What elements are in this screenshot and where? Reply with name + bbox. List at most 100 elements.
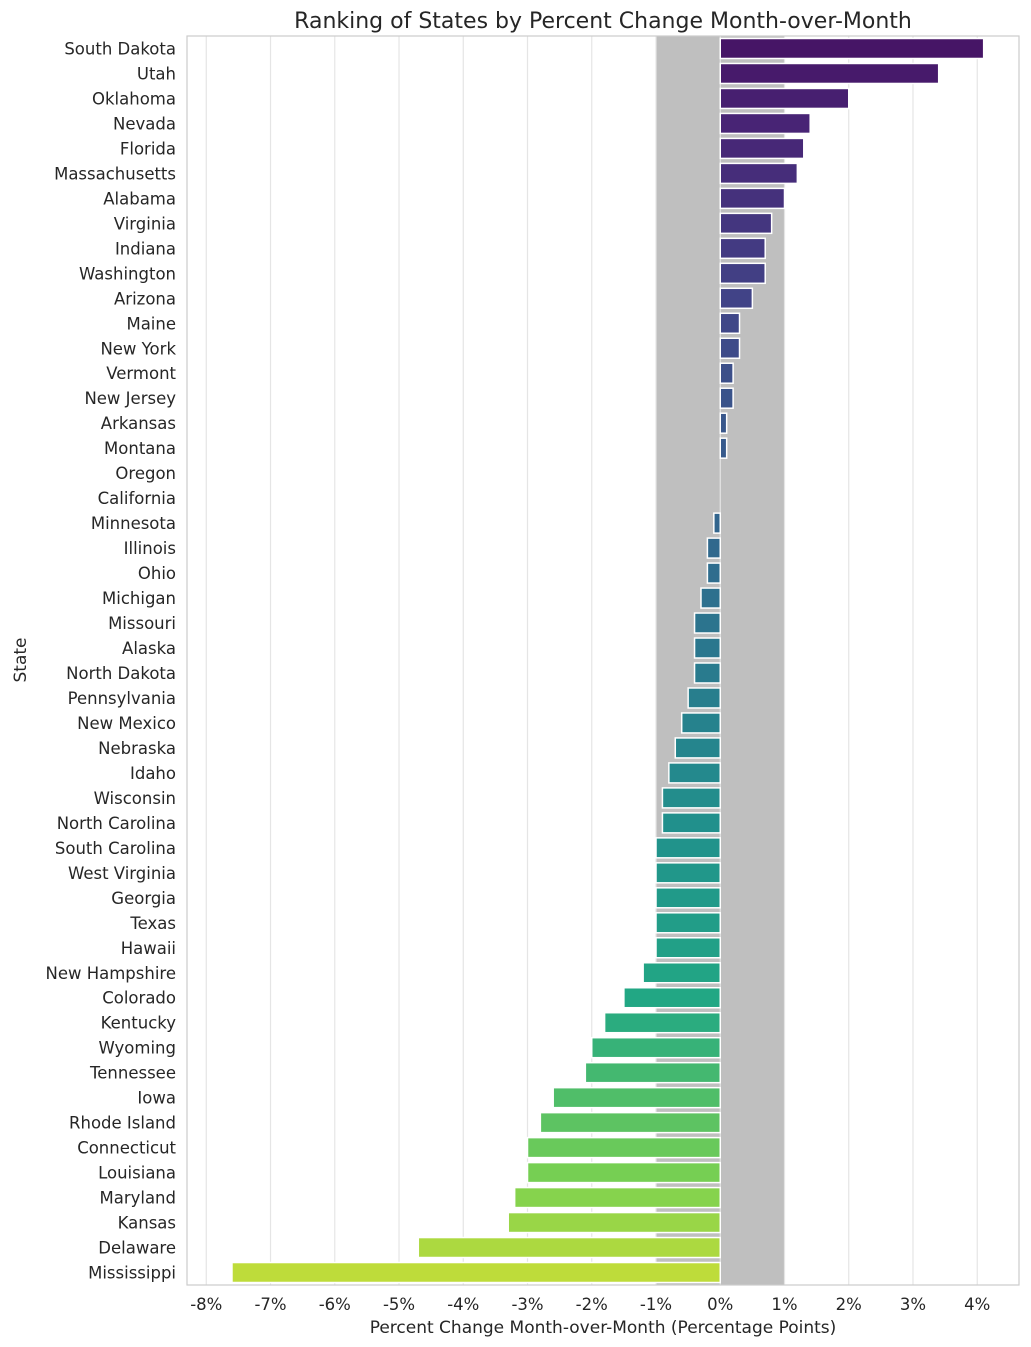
bar [706, 537, 722, 559]
y-tick-label: Virginia [114, 214, 176, 233]
y-tick-label: Wyoming [99, 1039, 176, 1058]
bar [719, 437, 728, 459]
bar [674, 737, 722, 759]
y-tick-label: Nevada [113, 114, 176, 133]
x-tick-label: -7% [254, 1295, 286, 1314]
y-tick-label: Montana [104, 439, 176, 458]
plot-frame [186, 35, 1020, 1286]
bar [623, 986, 722, 1009]
bar [719, 212, 773, 235]
bar [680, 712, 722, 734]
bar [513, 1186, 722, 1209]
y-tick-label: Kansas [118, 1214, 176, 1233]
y-tick-label: Kentucky [101, 1014, 177, 1033]
y-tick-label: Oregon [115, 464, 176, 483]
bar [526, 1136, 722, 1159]
y-tick-label: Florida [120, 139, 176, 158]
bar [584, 1061, 722, 1084]
y-tick-label: Mississippi [88, 1264, 176, 1283]
y-tick-label: Idaho [130, 764, 176, 783]
y-tick-label: Arizona [114, 289, 176, 308]
y-tick-label: Massachusetts [54, 164, 176, 183]
bar [655, 862, 722, 884]
bar [713, 512, 722, 534]
y-axis-label: State [11, 638, 31, 683]
y-tick-label: South Carolina [55, 839, 176, 858]
bar [661, 787, 722, 809]
x-tick-label: 0% [707, 1295, 733, 1314]
x-tick-label: -3% [511, 1295, 543, 1314]
bar [507, 1211, 722, 1234]
x-axis-label: Percent Change Month-over-Month (Percent… [370, 1318, 837, 1338]
bar [655, 887, 722, 909]
bar [693, 662, 722, 684]
y-tick-label: Indiana [115, 239, 176, 258]
y-tick-label: Delaware [98, 1239, 176, 1258]
y-tick-label: Connecticut [77, 1139, 176, 1158]
x-tick-label: 4% [964, 1295, 990, 1314]
bars-group [231, 37, 985, 1284]
y-tick-label: Nebraska [98, 739, 176, 758]
bar [591, 1036, 722, 1059]
bar [719, 162, 799, 185]
bar [417, 1236, 722, 1259]
bar [706, 562, 722, 584]
x-tick-label: -2% [576, 1295, 608, 1314]
y-tick-label: New Mexico [77, 714, 176, 733]
y-tick-label: Iowa [137, 1089, 176, 1108]
chart-title: Ranking of States by Percent Change Mont… [294, 9, 912, 34]
bar [668, 762, 722, 784]
bar [603, 1011, 722, 1034]
y-tick-labels: South Dakota Utah Oklahoma Nevada Florida Mas… [45, 39, 176, 1282]
y-tick-label: Michigan [102, 589, 176, 608]
bar [719, 237, 766, 260]
bar [231, 1261, 722, 1284]
y-tick-label: Ohio [138, 564, 176, 583]
y-tick-label: Washington [79, 264, 176, 283]
x-tick-label: -8% [190, 1295, 222, 1314]
y-tick-label: Rhode Island [69, 1114, 176, 1133]
bar [687, 687, 722, 709]
bar [719, 412, 728, 434]
bar [719, 387, 734, 409]
bar [719, 262, 766, 285]
x-tick-label: -1% [640, 1295, 672, 1314]
bar [539, 1111, 722, 1134]
y-tick-label: Colorado [102, 989, 176, 1008]
y-tick-label: North Carolina [57, 814, 176, 833]
y-tick-label: Minnesota [91, 514, 176, 533]
y-tick-label: Alaska [122, 639, 176, 658]
y-tick-label: New Hampshire [45, 964, 176, 983]
bar [719, 37, 985, 60]
bar [526, 1161, 722, 1184]
y-tick-label: Pennsylvania [68, 689, 176, 708]
y-tick-label: Texas [129, 914, 176, 933]
y-tick-label: Arkansas [101, 414, 176, 433]
y-tick-label: Maine [126, 314, 176, 333]
x-tick-label: -6% [319, 1295, 351, 1314]
bar [693, 612, 722, 634]
y-tick-label: California [98, 489, 176, 508]
x-tick-label: -5% [383, 1295, 415, 1314]
x-tick-label: 2% [836, 1295, 862, 1314]
y-tick-label: Wisconsin [94, 789, 176, 808]
y-tick-label: Vermont [106, 364, 176, 383]
y-tick-label: South Dakota [64, 39, 176, 58]
y-tick-label: Missouri [108, 614, 176, 633]
x-tick-label: -4% [447, 1295, 479, 1314]
bar [661, 812, 722, 834]
bar [719, 87, 850, 110]
bar [719, 362, 734, 384]
y-tick-label: New York [100, 339, 176, 358]
bar [719, 187, 786, 210]
y-tick-label: Illinois [124, 539, 176, 558]
y-tick-label: West Virginia [68, 864, 176, 883]
y-tick-label: Utah [137, 64, 176, 83]
bar [655, 837, 722, 859]
bar [719, 112, 811, 135]
bar [719, 312, 741, 335]
bar [719, 62, 940, 85]
y-tick-label: Tennessee [89, 1064, 176, 1083]
